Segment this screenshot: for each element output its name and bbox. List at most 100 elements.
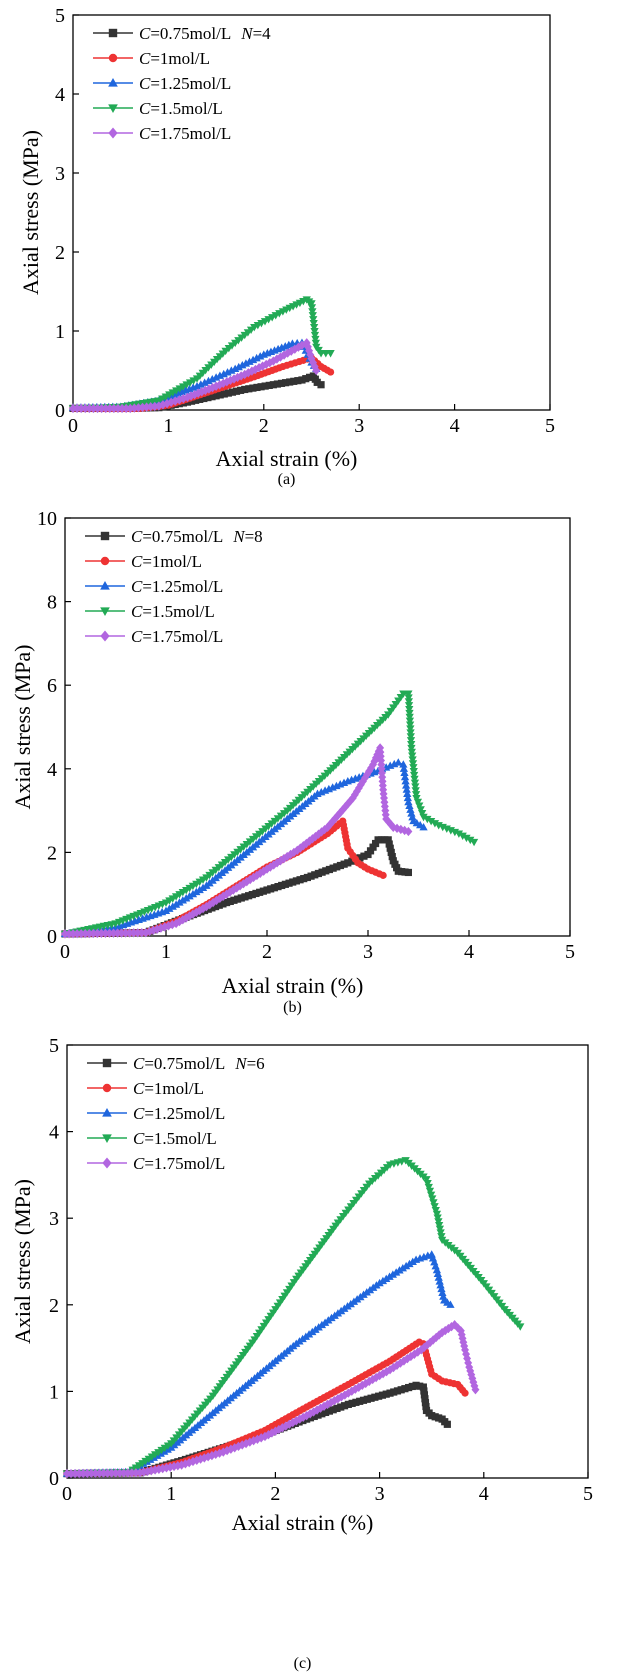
legend-value: =1mol/L [144, 1079, 204, 1098]
data-point [173, 1461, 182, 1471]
data-point [101, 928, 110, 938]
legend-label: C=0.75mol/L N=8 [131, 527, 263, 546]
data-point [397, 1386, 405, 1394]
data-point [97, 928, 106, 939]
data-point [204, 393, 212, 402]
y-axis-title: Axial stress (MPa) [10, 645, 35, 810]
data-point [131, 1468, 140, 1478]
data-point [263, 886, 271, 894]
data-point [310, 1412, 318, 1421]
data-point [130, 403, 139, 413]
data-point [185, 911, 194, 921]
data-point [403, 793, 412, 802]
legend-label: C=1mol/L [131, 552, 202, 571]
x-tick-label: 3 [363, 941, 373, 963]
legend-var: C [139, 124, 151, 143]
data-point [259, 887, 267, 895]
legend-extra-var: N [234, 1054, 248, 1073]
data-point [245, 892, 253, 900]
data-point [252, 889, 260, 898]
data-point [396, 1358, 405, 1368]
data-point [404, 868, 412, 877]
legend-item: C=1.5mol/L [87, 1129, 217, 1148]
data-point [405, 1259, 414, 1268]
data-point [201, 385, 210, 396]
data-point [420, 1387, 428, 1395]
data-point [394, 758, 403, 766]
data-point [344, 1388, 353, 1398]
data-point [308, 312, 317, 320]
data-point [404, 690, 413, 698]
data-point [369, 843, 377, 851]
legend-label: C=1.25mol/L [139, 74, 231, 93]
data-point [407, 744, 416, 753]
legend-var: C [133, 1054, 145, 1073]
data-point [329, 864, 337, 872]
legend-label: C=1.5mol/L [139, 99, 223, 118]
data-point [323, 1399, 332, 1410]
legend-label: C=1mol/L [133, 1079, 204, 1098]
x-tick-label: 4 [479, 1483, 489, 1505]
data-point [356, 780, 365, 790]
data-point [412, 1381, 420, 1389]
data-point [323, 822, 332, 832]
data-point [336, 861, 345, 870]
data-point [408, 752, 417, 760]
legend-marker [102, 1107, 112, 1117]
data-point [281, 880, 289, 888]
data-point [340, 860, 348, 868]
data-point [91, 1468, 100, 1479]
data-point [215, 1448, 224, 1458]
data-point [79, 1468, 88, 1479]
data-point [222, 377, 231, 387]
data-point [348, 793, 357, 803]
data-point [406, 737, 416, 745]
data-point [219, 891, 228, 901]
data-point [463, 1353, 472, 1364]
legend-value: =1.25mol/L [144, 1104, 225, 1123]
data-point [224, 389, 232, 397]
data-point [246, 874, 255, 885]
data-point [220, 390, 228, 398]
data-point [402, 785, 411, 793]
data-point [97, 403, 106, 414]
y-tick-label: 0 [49, 1468, 59, 1490]
data-point [344, 1400, 352, 1408]
data-point [399, 760, 408, 768]
data-point [458, 832, 467, 840]
x-tick-label: 2 [259, 415, 269, 437]
data-point [338, 805, 347, 815]
data-point [430, 1203, 439, 1211]
data-point [256, 888, 264, 896]
data-point [182, 913, 191, 923]
legend-label: C=1.75mol/L [133, 1154, 225, 1173]
panel-label: (a) [278, 471, 296, 488]
legend-marker [108, 77, 118, 87]
data-point [311, 339, 320, 348]
x-axis-title: Axial strain (%) [222, 973, 364, 998]
data-point [290, 344, 299, 354]
data-point [150, 401, 159, 412]
data-point [189, 1456, 197, 1467]
data-point [255, 363, 263, 373]
y-tick-label: 0 [47, 926, 57, 948]
data-point [400, 825, 409, 836]
data-point [286, 378, 294, 386]
legend-label: C=1.5mol/L [131, 602, 215, 621]
legend-marker [102, 1134, 112, 1144]
data-point [399, 1356, 408, 1366]
data-point [211, 902, 220, 911]
data-point [408, 756, 417, 764]
data-point [200, 1453, 209, 1463]
data-point [81, 403, 90, 414]
data-point [240, 369, 249, 380]
data-point [175, 395, 184, 405]
data-point [208, 393, 216, 401]
y-axis-title: Axial stress (MPa) [18, 130, 43, 295]
legend-item: C=1mol/L [93, 49, 210, 68]
data-point [177, 1460, 186, 1470]
data-point [216, 391, 224, 399]
legend-extra-var: N [232, 527, 246, 546]
legend-value: =1.5mol/L [142, 602, 214, 621]
data-point [429, 1199, 438, 1207]
